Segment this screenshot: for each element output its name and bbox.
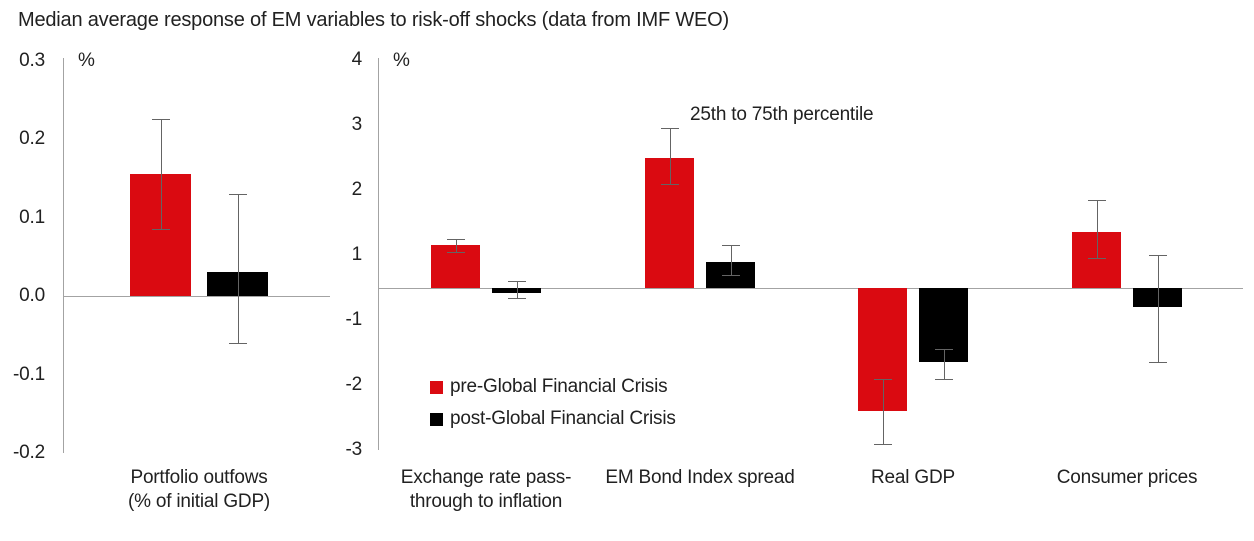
error-bar-pre-exchange-rate-pass-through-to-inflation [455, 238, 457, 252]
error-bar-post-consumer-prices-bottom-cap [1148, 362, 1167, 364]
percentile-annotation: 25th to 75th percentile [690, 104, 874, 125]
y-tick-label: 3 [351, 114, 363, 135]
y-tick-label: -2 [345, 374, 363, 395]
y-tick-label: 4 [351, 49, 363, 70]
error-bar-post-em-bond-index-spread [730, 245, 732, 275]
error-bar-post-exchange-rate-pass-through-to-inflation-bottom-cap [507, 297, 526, 299]
zero-baseline [378, 288, 1243, 289]
error-bar-post-em-bond-index-spread-top-cap [721, 245, 740, 247]
error-bar-pre-em-bond-index-spread-bottom-cap [660, 183, 679, 185]
error-bar-pre-consumer-prices-top-cap [1087, 199, 1106, 201]
y-tick-label: 2 [351, 179, 363, 200]
error-bar-pre-portfolio-outfows-of-initial-gdp-top-cap [151, 119, 170, 121]
error-bar-pre-real-gdp-bottom-cap [873, 443, 892, 445]
category-label-real-gdp: Real GDP [871, 467, 955, 488]
error-bar-post-real-gdp-bottom-cap [934, 378, 953, 380]
error-bar-post-exchange-rate-pass-through-to-inflation-top-cap [507, 281, 526, 283]
error-bar-post-consumer-prices-top-cap [1148, 255, 1167, 256]
legend: pre-Global Financial Crisis post-Global … [430, 371, 676, 435]
legend-swatch-post-icon [430, 412, 443, 426]
legend-item-pre: pre-Global Financial Crisis [430, 371, 676, 403]
zero-baseline [63, 296, 330, 297]
legend-label-pre: pre-Global Financial Crisis [450, 376, 668, 397]
error-bar-pre-exchange-rate-pass-through-to-inflation-bottom-cap [446, 251, 465, 253]
error-bar-post-em-bond-index-spread-bottom-cap [721, 274, 740, 276]
y-tick-label: 0.0 [19, 285, 45, 306]
category-label-exchange-rate-pass-through-to-inflation: Exchange rate pass- through to inflation [400, 467, 572, 512]
y-axis-unit-label: % [393, 50, 410, 71]
legend-swatch-pre-icon [430, 380, 443, 394]
error-bar-post-real-gdp-top-cap [934, 349, 953, 351]
y-tick-label: -0.2 [13, 442, 45, 463]
error-bar-pre-portfolio-outfows-of-initial-gdp [160, 119, 162, 230]
y-tick-label: 0.2 [19, 128, 45, 149]
category-label-em-bond-index-spread: EM Bond Index spread [605, 467, 795, 488]
y-axis-line [63, 58, 64, 453]
error-bar-post-exchange-rate-pass-through-to-inflation [516, 281, 518, 298]
y-tick-label: 0.3 [19, 49, 45, 71]
error-bar-pre-exchange-rate-pass-through-to-inflation-top-cap [446, 238, 465, 240]
y-tick-label: 0.1 [19, 206, 45, 228]
error-bar-post-portfolio-outfows-of-initial-gdp [237, 193, 239, 344]
legend-label-post: post-Global Financial Crisis [450, 408, 676, 429]
error-bar-post-consumer-prices [1157, 255, 1159, 363]
error-bar-pre-real-gdp [882, 378, 884, 444]
y-axis-unit-label: % [78, 50, 95, 71]
error-bar-pre-consumer-prices [1096, 199, 1098, 259]
y-tick-label: -0.1 [13, 363, 45, 385]
category-label-portfolio-outfows-of-initial-gdp: Portfolio outfows (% of initial GDP) [127, 467, 271, 512]
error-bar-post-portfolio-outfows-of-initial-gdp-top-cap [228, 193, 247, 195]
y-tick-label: 1 [351, 244, 363, 265]
legend-item-post: post-Global Financial Crisis [430, 403, 676, 435]
y-tick-label: -1 [345, 309, 363, 330]
error-bar-pre-consumer-prices-bottom-cap [1087, 258, 1106, 260]
error-bar-pre-em-bond-index-spread-top-cap [660, 128, 679, 130]
y-tick-label: -3 [345, 439, 363, 460]
error-bar-pre-portfolio-outfows-of-initial-gdp-bottom-cap [151, 229, 170, 231]
error-bar-post-real-gdp [943, 349, 945, 379]
error-bar-post-portfolio-outfows-of-initial-gdp-bottom-cap [228, 343, 247, 345]
category-label-consumer-prices: Consumer prices [1056, 467, 1198, 488]
chart-title: Median average response of EM variables … [18, 9, 729, 31]
y-axis-line [378, 58, 379, 450]
error-bar-pre-real-gdp-top-cap [873, 378, 892, 380]
error-bar-pre-em-bond-index-spread [669, 128, 671, 184]
